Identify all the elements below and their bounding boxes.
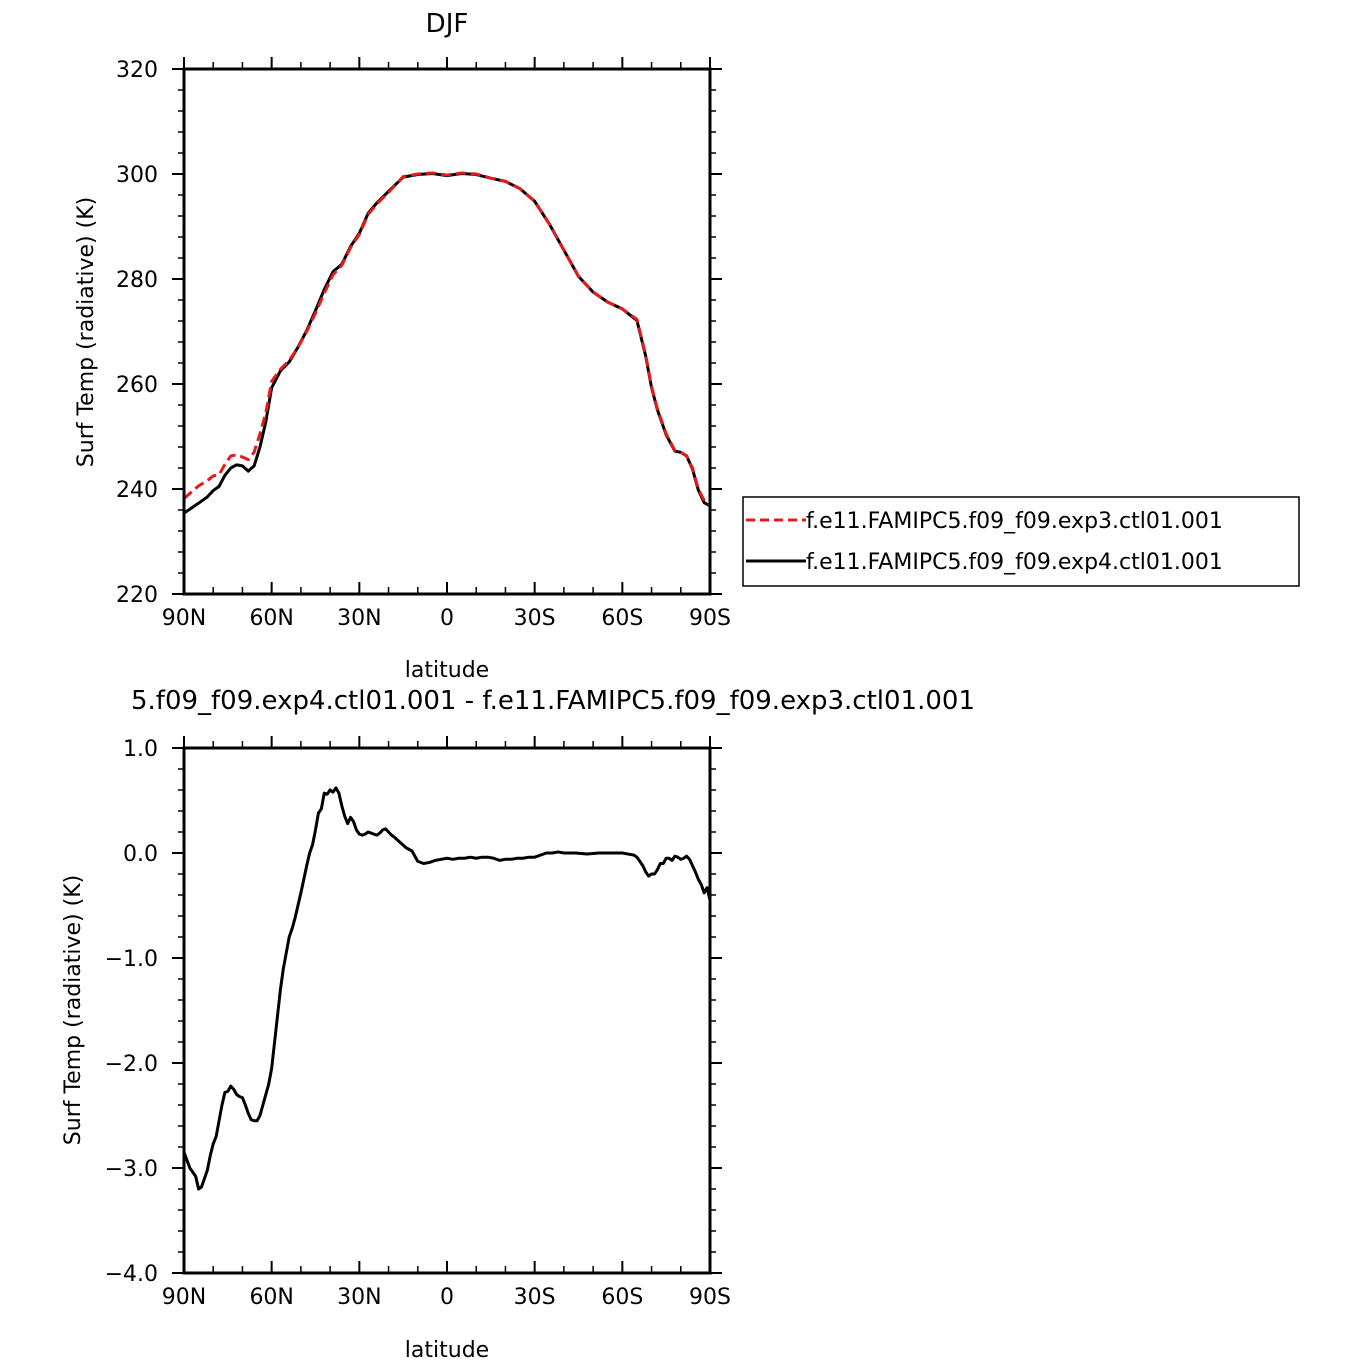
chart-bottom-y-axis-label: Surf Temp (radiative) (K) [61,875,86,1145]
chart-bottom-x-tick-label: 30N [337,1285,381,1310]
chart-top-x-tick-label: 60S [601,606,643,631]
chart-top-y-tick-label: 240 [116,478,158,503]
chart-top-plot-frame [182,67,712,596]
chart-top-x-tick-label: 90N [162,606,206,631]
chart-bottom-x-axis-label: latitude [405,1338,489,1363]
chart-top-title: DJF [426,9,469,39]
chart-top-x-tick-label: 30N [337,606,381,631]
chart-top-y-axis-label: Surf Temp (radiative) (K) [74,197,99,467]
chart-top-y-tick-label: 300 [116,163,158,188]
chart-bottom-x-tick-label: 30S [514,1285,556,1310]
legend-label-series-2: f.e11.FAMIPC5.f09_f09.exp4.ctl01.001 [806,550,1223,575]
chart-bottom: 5.f09_f09.exp4.ctl01.001 - f.e11.FAMIPC5… [61,686,975,1363]
chart-bottom-x-tick-label: 0 [440,1285,454,1310]
chart-bottom-series-line-1 [182,786,712,1191]
chart-top-x-tick-label: 30S [514,606,556,631]
chart-bottom-x-tick-label: 60N [249,1285,293,1310]
chart-bottom-y-tick-label: −1.0 [105,947,158,972]
chart-bottom-x-tick-label: 90N [162,1285,206,1310]
legend-label-series-1: f.e11.FAMIPC5.f09_f09.exp3.ctl01.001 [806,509,1223,534]
chart-top: DJF 90N 60N 30N 0 30S 60S 90S 320 300 280 260 240 22… [74,9,1300,683]
chart-bottom-y-tick-label: −2.0 [105,1052,158,1077]
chart-bottom-y-tick-label: −3.0 [105,1157,158,1182]
chart-bottom-x-tick-label: 90S [689,1285,731,1310]
chart-bottom-title: 5.f09_f09.exp4.ctl01.001 - f.e11.FAMIPC5… [131,686,975,716]
chart-bottom-y-tick-label: 1.0 [123,737,158,762]
legend-frame [742,496,1300,587]
chart-top-x-tick-label: 60N [249,606,293,631]
chart-bottom-x-tick-label: 60S [601,1285,643,1310]
chart-top-y-tick-label: 260 [116,373,158,398]
chart-top-x-tick-label: 90S [689,606,731,631]
chart-top-legend: f.e11.FAMIPC5.f09_f09.exp3.ctl01.001 f.e… [742,496,1300,587]
chart-top-series-line-1 [183,171,711,506]
chart-top-y-tick-label: 220 [116,583,158,608]
chart-bottom-y-tick-label: 0.0 [123,842,158,867]
chart-bottom-plot-frame [182,746,712,1275]
chart-top-x-tick-label: 0 [440,606,454,631]
chart-top-y-tick-label: 280 [116,268,158,293]
chart-bottom-y-tick-label: −4.0 [105,1262,158,1287]
chart-top-y-tick-label: 320 [116,58,158,83]
chart-top-series-line-2 [183,171,711,515]
chart-top-x-axis-label: latitude [405,658,489,683]
